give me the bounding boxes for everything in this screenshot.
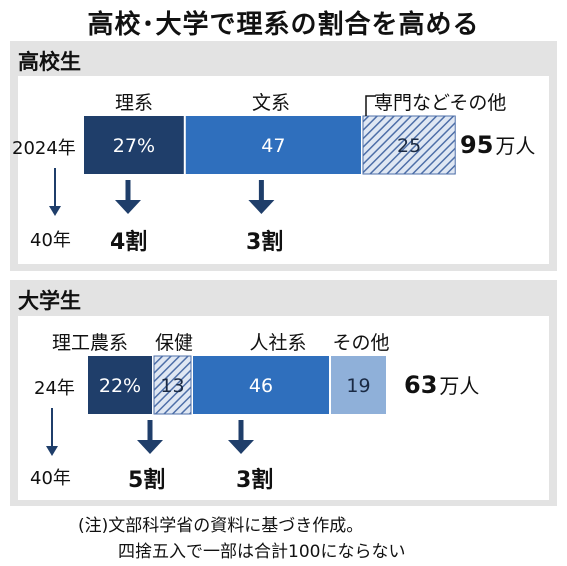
high-school-heading: 高校生	[18, 50, 81, 74]
uni-target-humanities: 3割	[236, 468, 274, 493]
hs-category-label-humanities: 文系	[251, 92, 290, 114]
uni-category-label-science: 理工農系	[51, 332, 128, 354]
hs-year-current: 2024年	[12, 138, 76, 159]
hs-target-humanities: 3割	[246, 230, 284, 255]
uni-bar-2	[193, 356, 329, 414]
uni-category-label-humanities: 人社系	[249, 332, 307, 354]
uni-category-label-other: その他	[332, 332, 390, 354]
uni-arrow-head-1	[228, 440, 254, 454]
hs-bar-label-2: 25	[397, 135, 421, 157]
uni-bar-label-1: 13	[160, 375, 184, 397]
hs-category-label-science: 理系	[114, 92, 153, 114]
hs-total-value: 95	[460, 131, 494, 159]
uni-target-science: 5割	[128, 468, 166, 493]
uni-bar-label-0: 22%	[99, 375, 141, 397]
university-heading: 大学生	[18, 289, 81, 313]
note-line-1: (注)文部科学省の資料に基づき作成。	[78, 516, 364, 536]
hs-bar-0	[84, 116, 184, 174]
uni-total-value: 63	[404, 371, 438, 399]
uni-total-unit: 万人	[439, 374, 480, 398]
uni-year-target: 40年	[30, 468, 71, 489]
hs-target-science: 4割	[110, 230, 148, 255]
hs-arrow-head-1	[248, 200, 275, 214]
uni-bar-0	[88, 356, 152, 414]
hs-total-unit: 万人	[495, 134, 536, 158]
hs-year-target: 40年	[30, 230, 71, 251]
uni-bar-label-2: 46	[249, 375, 273, 397]
hs-bar-label-0: 27%	[113, 135, 155, 157]
hs-bar-label-1: 47	[261, 135, 285, 157]
uni-bar-1	[153, 355, 192, 415]
uni-year-arrow-head	[46, 446, 58, 456]
note-line-2: 四捨五入で一部は合計100にならない	[118, 542, 406, 562]
hs-bar-1	[185, 116, 361, 174]
hs-arrow-head-0	[115, 200, 141, 214]
uni-year-current: 24年	[34, 378, 75, 399]
uni-arrow-head-0	[137, 440, 163, 454]
uni-bar-label-3: 19	[346, 375, 370, 397]
hs-category-label-other: 専門などその他	[374, 92, 507, 114]
uni-category-label-health: 保健	[154, 332, 193, 354]
uni-total: 63 万人	[404, 370, 479, 399]
hs-year-arrow-head	[49, 206, 61, 216]
hs-bar-2	[362, 115, 456, 175]
hs-total: 95 万人	[460, 130, 535, 159]
hs-other-leader-line	[365, 95, 376, 116]
chart-title: 高校･大学で理系の割合を高める	[87, 10, 480, 40]
uni-bar-3	[331, 356, 386, 414]
